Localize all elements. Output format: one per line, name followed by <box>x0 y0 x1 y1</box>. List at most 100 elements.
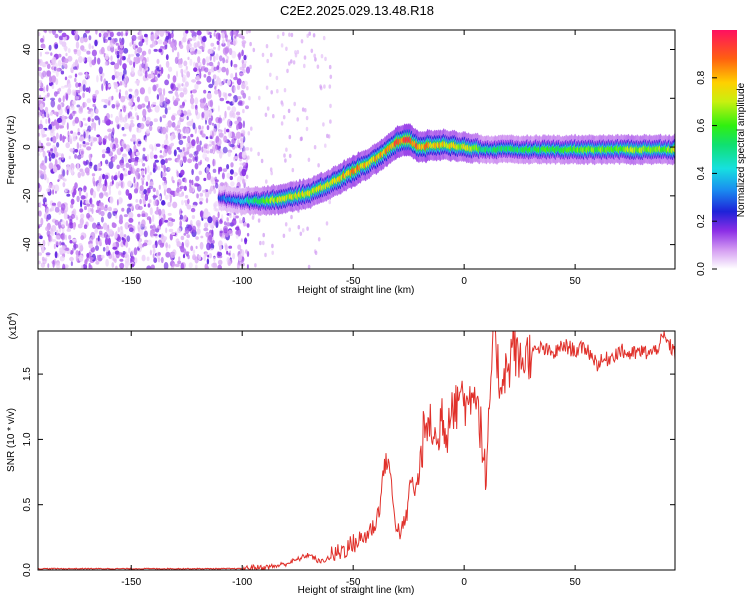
noise-speckle <box>188 120 193 127</box>
noise-speckle <box>61 32 67 38</box>
x-tick-label: -100 <box>232 276 252 287</box>
noise-speckle <box>41 193 45 199</box>
noise-speckle <box>201 65 204 72</box>
noise-speckle <box>44 155 48 164</box>
spectrogram-y-label: Frequency (Hz) <box>6 116 17 185</box>
noise-speckle <box>196 80 202 85</box>
noise-speckle <box>240 141 244 149</box>
noise-speckle <box>65 52 68 57</box>
noise-speckle <box>319 84 322 89</box>
noise-speckle <box>144 137 148 143</box>
noise-speckle <box>87 130 90 134</box>
noise-speckle <box>198 170 202 175</box>
noise-speckle <box>94 39 98 47</box>
noise-speckle <box>196 136 200 145</box>
noise-speckle <box>204 67 209 73</box>
noise-speckle <box>115 265 118 269</box>
noise-speckle <box>223 225 228 233</box>
noise-speckle <box>211 229 214 237</box>
noise-speckle <box>230 60 233 67</box>
noise-speckle <box>59 247 62 251</box>
noise-speckle <box>199 241 204 250</box>
noise-speckle <box>92 222 97 229</box>
noise-speckle <box>233 76 239 81</box>
noise-speckle <box>137 223 142 230</box>
noise-speckle <box>88 161 93 169</box>
noise-speckle <box>178 193 184 198</box>
noise-speckle <box>104 159 109 165</box>
snr-frame <box>37 330 676 571</box>
noise-speckle <box>265 179 268 184</box>
noise-speckle <box>64 45 68 52</box>
noise-speckle <box>42 258 47 265</box>
noise-speckle <box>219 230 224 234</box>
noise-speckle <box>196 50 202 55</box>
noise-speckle <box>79 36 85 44</box>
noise-speckle <box>227 93 232 97</box>
noise-speckle <box>83 186 87 190</box>
noise-speckle <box>46 70 52 77</box>
noise-speckle <box>265 85 269 90</box>
noise-speckle <box>100 210 105 217</box>
noise-speckle <box>228 230 233 234</box>
noise-speckle <box>122 167 126 171</box>
noise-speckle <box>88 35 92 41</box>
noise-speckle <box>62 182 66 188</box>
noise-speckle <box>79 120 82 127</box>
noise-speckle <box>111 136 115 143</box>
noise-speckle <box>148 100 150 108</box>
x-tick-label: 50 <box>570 276 582 287</box>
noise-speckle <box>102 222 108 230</box>
noise-speckle <box>95 260 100 265</box>
noise-speckle <box>62 135 65 143</box>
noise-speckle <box>203 177 207 182</box>
noise-speckle <box>91 204 95 208</box>
noise-speckle <box>160 256 164 264</box>
noise-speckle <box>90 142 93 147</box>
noise-speckle <box>306 33 310 38</box>
noise-speckle <box>329 119 332 124</box>
noise-speckle <box>200 235 204 239</box>
noise-speckle <box>203 222 209 229</box>
noise-speckle <box>236 124 239 131</box>
spectrogram-frame <box>37 29 676 270</box>
noise-speckle <box>67 83 72 89</box>
noise-speckle <box>54 219 59 226</box>
noise-speckle <box>38 260 41 265</box>
noise-speckle <box>140 193 144 199</box>
noise-speckle <box>215 135 220 143</box>
noise-speckle <box>194 150 199 156</box>
noise-speckle <box>121 126 125 131</box>
noise-speckle <box>46 84 49 92</box>
noise-speckle <box>188 186 194 194</box>
noise-speckle <box>296 117 300 122</box>
noise-speckle <box>82 92 85 99</box>
noise-speckle <box>38 111 42 116</box>
noise-speckle <box>138 205 143 211</box>
noise-speckle <box>120 228 124 236</box>
noise-speckle <box>129 116 135 120</box>
noise-speckle <box>55 235 61 240</box>
noise-speckle <box>46 177 49 184</box>
noise-speckle <box>209 222 214 229</box>
snr-y-multiplier: (x104) <box>7 313 19 340</box>
noise-speckle <box>192 156 196 162</box>
noise-speckle <box>189 58 193 66</box>
noise-speckle <box>223 127 227 135</box>
noise-speckle <box>68 75 73 79</box>
noise-speckle <box>199 140 202 146</box>
noise-speckle <box>240 90 245 96</box>
y-tick-label: 0 <box>22 144 33 150</box>
noise-speckle <box>124 76 129 84</box>
noise-speckle <box>58 221 62 229</box>
noise-speckle <box>144 33 148 38</box>
noise-speckle <box>104 237 109 246</box>
noise-speckle <box>219 148 222 154</box>
y-tick-label: 1.0 <box>22 432 33 446</box>
noise-speckle <box>163 88 166 96</box>
noise-speckle <box>184 178 187 183</box>
spectrogram-content <box>38 30 675 269</box>
noise-speckle <box>38 182 41 189</box>
noise-speckle <box>137 213 141 218</box>
noise-speckle <box>158 195 162 200</box>
